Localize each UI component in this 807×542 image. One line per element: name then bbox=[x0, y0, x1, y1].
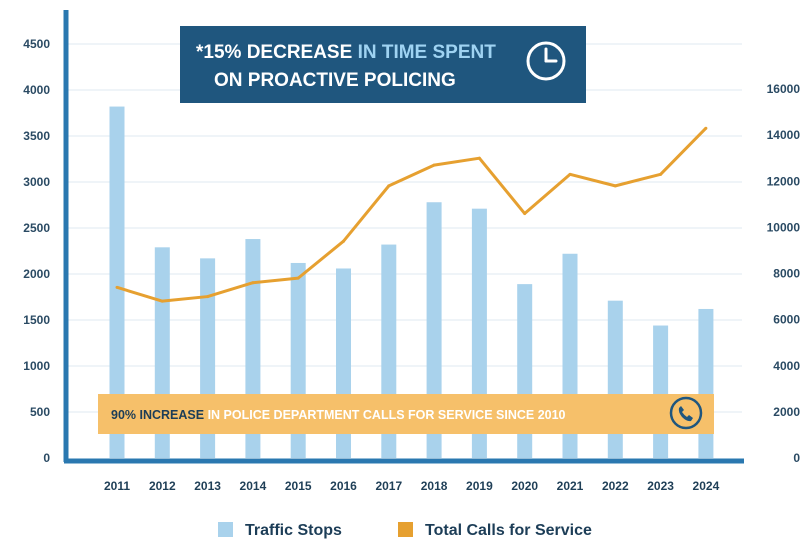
line-total-calls bbox=[116, 127, 707, 303]
x-tick-2021: 2021 bbox=[557, 479, 584, 493]
left-tick-label: 4000 bbox=[23, 83, 50, 97]
left-tick-label: 4500 bbox=[23, 37, 50, 51]
top-callout-line1: *15% DECREASE IN TIME SPENT bbox=[196, 42, 496, 63]
line-point-2017 bbox=[387, 184, 391, 188]
line-point-2023 bbox=[659, 172, 663, 176]
line-point-2020 bbox=[523, 212, 527, 216]
bottom-callout-text: 90% INCREASE IN POLICE DEPARTMENT CALLS … bbox=[111, 408, 566, 422]
legend-label-total-calls: Total Calls for Service bbox=[425, 522, 592, 539]
bar-2011 bbox=[109, 106, 125, 458]
x-tick-2017: 2017 bbox=[375, 479, 402, 493]
bottom-callout-highlight: 90% INCREASE bbox=[111, 408, 204, 422]
x-tick-2022: 2022 bbox=[602, 479, 629, 493]
line-point-2014 bbox=[251, 281, 255, 285]
left-tick-label: 2500 bbox=[23, 221, 50, 235]
bottom-callout-background bbox=[98, 394, 714, 434]
line-point-2011 bbox=[115, 285, 119, 289]
line-point-2013 bbox=[206, 295, 210, 299]
right-tick-label: 10000 bbox=[767, 220, 801, 234]
legend-swatch-traffic-stops bbox=[218, 522, 233, 537]
line-point-2022 bbox=[613, 184, 617, 188]
bar-2022 bbox=[607, 300, 623, 458]
x-tick-2019: 2019 bbox=[466, 479, 493, 493]
x-tick-2012: 2012 bbox=[149, 479, 176, 493]
x-tick-2015: 2015 bbox=[285, 479, 312, 493]
x-tick-2020: 2020 bbox=[511, 479, 538, 493]
left-tick-label: 3000 bbox=[23, 175, 50, 189]
right-axis-ticks: 0 2000 4000 6000 8000 10000 12000 14000 16000 bbox=[767, 82, 801, 465]
line-point-2012 bbox=[160, 299, 164, 303]
right-tick-label: 14000 bbox=[767, 128, 801, 142]
line-point-2024 bbox=[704, 126, 708, 130]
clock-icon bbox=[526, 41, 566, 81]
left-tick-label: 2000 bbox=[23, 267, 50, 281]
top-callout-line2: ON PROACTIVE POLICING bbox=[214, 70, 456, 91]
x-tick-2016: 2016 bbox=[330, 479, 357, 493]
bar-2024 bbox=[698, 308, 714, 458]
legend-label-traffic-stops: Traffic Stops bbox=[245, 522, 342, 539]
legend: Traffic Stops Total Calls for Service bbox=[218, 522, 592, 539]
x-tick-2023: 2023 bbox=[647, 479, 674, 493]
right-tick-label: 6000 bbox=[773, 313, 800, 327]
x-tick-2013: 2013 bbox=[194, 479, 221, 493]
bottom-callout: 90% INCREASE IN POLICE DEPARTMENT CALLS … bbox=[98, 394, 714, 434]
left-axis-ticks: 0 500 1000 1500 2000 2500 3000 3500 4000 4500 bbox=[23, 37, 50, 465]
x-tick-2024: 2024 bbox=[693, 479, 720, 493]
left-tick-label: 1500 bbox=[23, 313, 50, 327]
left-tick-label: 0 bbox=[43, 451, 50, 465]
x-tick-2014: 2014 bbox=[240, 479, 267, 493]
left-tick-label: 1000 bbox=[23, 359, 50, 373]
top-callout-background bbox=[180, 26, 586, 103]
line-point-2015 bbox=[296, 276, 300, 280]
x-tick-2011: 2011 bbox=[104, 479, 130, 493]
bottom-callout-body: IN POLICE DEPARTMENT CALLS FOR SERVICE S… bbox=[208, 408, 566, 422]
line-series-total-calls bbox=[115, 126, 708, 303]
right-tick-label: 0 bbox=[793, 451, 800, 465]
right-tick-label: 4000 bbox=[773, 359, 800, 373]
top-callout: *15% DECREASE IN TIME SPENT ON PROACTIVE… bbox=[180, 26, 586, 103]
right-tick-label: 12000 bbox=[767, 174, 801, 188]
right-tick-label: 2000 bbox=[773, 405, 800, 419]
line-point-2016 bbox=[342, 239, 345, 243]
x-tick-2018: 2018 bbox=[421, 479, 448, 493]
legend-item-traffic-stops: Traffic Stops bbox=[218, 522, 342, 539]
phone-icon bbox=[669, 396, 703, 430]
right-tick-label: 8000 bbox=[773, 267, 800, 281]
line-point-2018 bbox=[432, 163, 436, 167]
axes bbox=[63, 10, 744, 464]
legend-item-total-calls: Total Calls for Service bbox=[398, 522, 592, 539]
left-tick-label: 3500 bbox=[23, 129, 50, 143]
line-point-2021 bbox=[568, 172, 572, 176]
legend-swatch-total-calls bbox=[398, 522, 413, 537]
left-tick-label: 500 bbox=[30, 405, 50, 419]
line-point-2019 bbox=[477, 156, 481, 160]
top-callout-highlight: *15% DECREASE bbox=[196, 42, 352, 63]
bar-2023 bbox=[653, 325, 669, 458]
top-callout-text1: IN TIME SPENT bbox=[358, 42, 497, 63]
x-axis-ticks: 2011 2012 2013 2014 2015 2016 2017 2018 2019 2020… bbox=[104, 479, 720, 493]
right-tick-label: 16000 bbox=[767, 82, 801, 96]
